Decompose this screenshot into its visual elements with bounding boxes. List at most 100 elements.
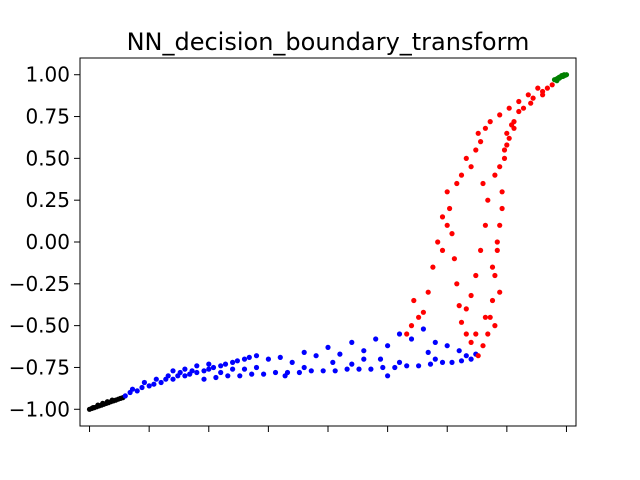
scatter-point-s2-15 bbox=[549, 82, 555, 88]
scatter-point-s1-18 bbox=[230, 359, 236, 365]
scatter-point-s2-17 bbox=[463, 331, 469, 337]
scatter-point-s2-21 bbox=[451, 256, 457, 262]
scatter-point-s2-67 bbox=[480, 180, 486, 187]
scatter-point-s2-28 bbox=[425, 289, 431, 295]
scatter-points-layer bbox=[86, 72, 570, 412]
scatter-point-s2-60 bbox=[454, 180, 460, 187]
scatter-point-s1-64 bbox=[396, 331, 403, 337]
scatter-point-s1-3 bbox=[139, 384, 145, 391]
scatter-point-s2-24 bbox=[444, 189, 450, 195]
scatter-point-s1-68 bbox=[444, 343, 450, 349]
scatter-point-s2-2 bbox=[485, 331, 491, 337]
y-tick-label: 0.75 bbox=[25, 105, 70, 129]
scatter-point-s1-26 bbox=[165, 373, 171, 379]
scatter-point-s1-79 bbox=[432, 356, 438, 362]
scatter-point-s1-88 bbox=[194, 363, 200, 369]
scatter-point-s1-83 bbox=[377, 356, 384, 362]
scatter-point-s1-69 bbox=[456, 348, 462, 354]
scatter-point-s2-59 bbox=[458, 172, 465, 178]
scatter-point-s2-19 bbox=[456, 303, 462, 309]
scatter-point-s0-18 bbox=[104, 399, 110, 405]
scatter-point-s2-73 bbox=[509, 122, 515, 128]
scatter-point-s2-0 bbox=[475, 353, 481, 359]
scatter-point-s1-46 bbox=[404, 363, 410, 369]
y-tick-label: −0.25 bbox=[9, 272, 70, 296]
scatter-point-s2-55 bbox=[497, 289, 503, 295]
scatter-point-s1-41 bbox=[344, 366, 350, 372]
scatter-point-s1-27 bbox=[177, 369, 183, 376]
scatter-point-s1-45 bbox=[392, 364, 398, 371]
scatter-point-s1-89 bbox=[218, 369, 224, 376]
scatter-point-s1-78 bbox=[396, 359, 403, 365]
scatter-point-s2-26 bbox=[435, 239, 441, 245]
scatter-point-s1-43 bbox=[368, 366, 374, 372]
scatter-point-s1-61 bbox=[361, 348, 367, 354]
scatter-point-s2-41 bbox=[516, 98, 522, 105]
scatter-point-s2-33 bbox=[404, 331, 410, 337]
scatter-point-s2-50 bbox=[478, 247, 484, 253]
scatter-point-s1-47 bbox=[416, 363, 422, 369]
scatter-point-s2-10 bbox=[504, 130, 510, 136]
scatter-point-s1-57 bbox=[313, 353, 319, 359]
scatter-point-s3-13 bbox=[561, 72, 567, 78]
scatter-point-s1-37 bbox=[296, 369, 302, 376]
scatter-point-s2-37 bbox=[482, 125, 488, 131]
scatter-point-s1-34 bbox=[261, 371, 267, 377]
scatter-point-s3-14 bbox=[554, 78, 560, 84]
scatter-point-s2-5 bbox=[492, 272, 498, 279]
scatter-point-s2-30 bbox=[411, 297, 417, 304]
scatter-point-s2-22 bbox=[449, 231, 455, 237]
scatter-point-s1-63 bbox=[385, 343, 391, 349]
scatter-point-s1-33 bbox=[249, 371, 255, 377]
scatter-point-s1-10 bbox=[182, 373, 188, 379]
scatter-point-s1-14 bbox=[206, 366, 212, 372]
scatter-point-s1-2 bbox=[134, 388, 140, 394]
scatter-point-s2-47 bbox=[506, 135, 512, 141]
scatter-point-s2-12 bbox=[520, 105, 527, 111]
y-tick-label: −1.00 bbox=[9, 397, 70, 421]
scatter-point-s1-81 bbox=[282, 373, 288, 379]
scatter-point-s2-45 bbox=[497, 164, 503, 170]
scatter-point-s2-62 bbox=[439, 247, 446, 253]
scatter-point-s1-65 bbox=[408, 336, 415, 342]
scatter-point-s2-68 bbox=[516, 108, 522, 115]
scatter-point-s1-15 bbox=[210, 364, 217, 371]
scatter-point-s2-44 bbox=[492, 172, 498, 178]
scatter-point-s1-32 bbox=[237, 373, 243, 379]
y-tick-label: 0.00 bbox=[25, 230, 70, 254]
scatter-point-s1-66 bbox=[420, 326, 426, 332]
scatter-point-s1-17 bbox=[222, 361, 229, 367]
scatter-point-s1-52 bbox=[468, 356, 474, 362]
scatter-point-s2-23 bbox=[447, 205, 453, 212]
scatter-point-s2-71 bbox=[544, 85, 551, 91]
scatter-point-s1-84 bbox=[425, 349, 431, 355]
scatter-point-s2-35 bbox=[473, 147, 479, 153]
scatter-point-s2-39 bbox=[497, 112, 503, 118]
scatter-point-s2-70 bbox=[540, 92, 546, 98]
scatter-point-s2-38 bbox=[487, 119, 493, 125]
scatter-point-s0-15 bbox=[90, 405, 96, 411]
scatter-point-s1-42 bbox=[356, 366, 362, 372]
scatter-point-s1-23 bbox=[129, 386, 136, 392]
scatter-point-s1-76 bbox=[301, 364, 307, 371]
scatter-point-s2-46 bbox=[501, 147, 508, 153]
y-tick-label: 0.25 bbox=[25, 188, 70, 212]
scatter-point-s1-38 bbox=[308, 368, 314, 374]
scatter-point-s1-62 bbox=[373, 336, 379, 342]
scatter-point-s1-53 bbox=[265, 356, 271, 362]
scatter-point-s1-80 bbox=[241, 366, 248, 372]
scatter-point-s2-8 bbox=[499, 189, 505, 195]
scatter-point-s1-77 bbox=[349, 361, 355, 367]
scatter-point-s2-66 bbox=[485, 197, 491, 203]
scatter-point-s1-86 bbox=[361, 356, 367, 362]
scatter-point-s1-20 bbox=[241, 356, 248, 362]
scatter-point-s1-70 bbox=[463, 353, 469, 359]
scatter-point-s2-43 bbox=[535, 85, 541, 91]
scatter-point-s2-42 bbox=[525, 92, 531, 98]
scatter-point-s1-16 bbox=[218, 363, 224, 369]
scatter-point-s2-7 bbox=[497, 222, 503, 228]
scatter-point-s0-19 bbox=[109, 397, 115, 403]
scatter-point-s2-16 bbox=[468, 339, 474, 345]
scatter-point-s1-51 bbox=[458, 358, 465, 364]
